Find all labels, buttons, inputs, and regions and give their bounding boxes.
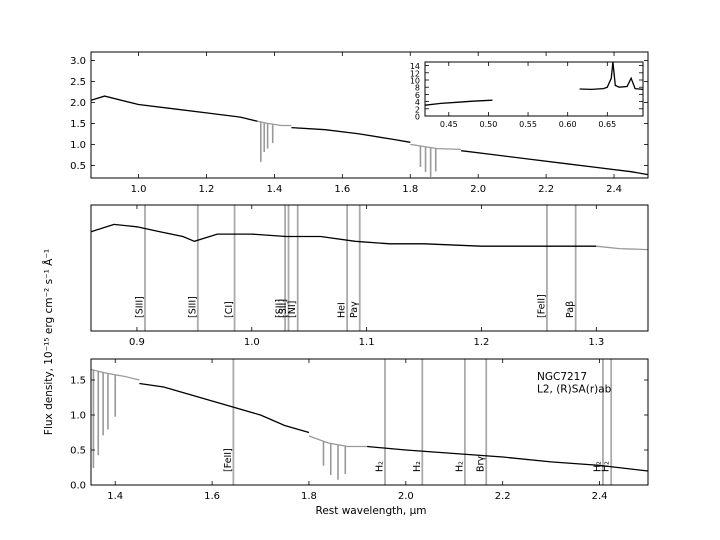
- top-panel-inset-border: [424, 61, 644, 117]
- bottom-panel-line-label-4: Brγ: [476, 456, 487, 472]
- top-panel-ytick-label-0: 0.5: [70, 161, 86, 172]
- bottom-panel-xtick-label-0: 1.4: [107, 491, 123, 502]
- top-panel-series-1: [257, 120, 292, 127]
- top-panel-ytick-label-5: 3.0: [70, 56, 86, 67]
- top-panel-inset-ytick-label-1: 2: [415, 105, 420, 114]
- top-panel-series-0: [90, 95, 258, 122]
- top-panel-xtick-label-4: 1.8: [402, 184, 418, 195]
- middle-panel-line-label-0: [SIII]: [134, 296, 145, 318]
- top-panel-inset-xtick-label-1: 0.50: [480, 120, 498, 129]
- bottom-panel-xtick-label-1: 1.6: [204, 491, 220, 502]
- middle-panel-line-label-5: [NI]: [287, 301, 298, 318]
- top-panel-inset-ytick-label-7: 14: [410, 62, 420, 71]
- middle-panel-series-1: [596, 245, 649, 251]
- bottom-panel-annotation-0: NGC7217: [537, 371, 587, 383]
- bottom-panel-xtick-label-3: 2.0: [398, 491, 414, 502]
- top-panel-xtick-label-5: 2.0: [470, 184, 486, 195]
- y-axis-label: Flux density, 10⁻¹⁵ erg cm⁻² s⁻¹ Å⁻¹: [42, 249, 55, 435]
- middle-panel-line-label-1: [SIII]: [187, 296, 198, 318]
- top-panel-inset-ytick-label-5: 10: [410, 77, 420, 86]
- middle-panel-line-label-3: [SII]: [275, 299, 286, 318]
- bottom-panel-ytick-label-0: 0.0: [70, 481, 86, 492]
- middle-panel-line-label-4: [SII]: [278, 299, 289, 318]
- middle-panel-xtick-label-3: 1.2: [474, 337, 490, 348]
- middle-panel-line-label-2: [CI]: [224, 301, 235, 318]
- top-panel-ytick-label-1: 1.0: [70, 140, 86, 151]
- bottom-panel-xtick-label-4: 2.2: [495, 491, 511, 502]
- top-panel-inset-xtick-label-4: 0.65: [598, 120, 616, 129]
- middle-panel-xtick-label-0: 0.9: [129, 337, 145, 348]
- top-panel-ytick-label-4: 2.5: [70, 77, 86, 88]
- bottom-panel-ytick-label-2: 1.0: [70, 411, 86, 422]
- middle-panel-line-label-8: [FeII]: [536, 294, 547, 318]
- top-panel-series-4: [461, 150, 649, 176]
- top-panel-xtick-label-1: 1.2: [199, 184, 215, 195]
- top-panel-series-2: [291, 126, 411, 143]
- top-panel-inset-ytick-label-4: 8: [415, 84, 420, 93]
- top-panel-frame: [90, 51, 649, 179]
- middle-panel-frame: [90, 204, 649, 332]
- bottom-panel-frame: [90, 358, 649, 486]
- top-panel-xtick-label-3: 1.6: [334, 184, 350, 195]
- bottom-panel-xtick-label-5: 2.4: [592, 491, 608, 502]
- bottom-panel-series-3: [367, 445, 649, 472]
- top-panel-inset-xtick-label-2: 0.55: [519, 120, 537, 129]
- bottom-panel-ytick-label-3: 1.5: [70, 376, 86, 387]
- middle-panel-xtick-label-1: 1.0: [244, 337, 260, 348]
- top-panel-inset-ytick-label-0: 0: [415, 113, 420, 122]
- top-panel-ytick-label-3: 2.0: [70, 98, 86, 109]
- bottom-panel-xtick-label-2: 1.8: [301, 491, 317, 502]
- middle-panel-xtick-label-2: 1.1: [359, 337, 375, 348]
- bottom-panel-line-label-1: H₂: [374, 461, 385, 472]
- bottom-panel-annotation-1: L2, (R)SA(r)ab: [537, 384, 612, 396]
- middle-panel-xtick-label-4: 1.3: [588, 337, 604, 348]
- top-panel-xtick-label-7: 2.4: [606, 184, 622, 195]
- top-panel-inset-ytick-label-3: 6: [415, 91, 420, 100]
- bottom-panel-line-label-3: H₂: [454, 461, 465, 472]
- middle-panel-line-label-6: HeI: [337, 302, 348, 318]
- bottom-panel-line-label-0: [FeII]: [223, 448, 234, 472]
- top-panel-xtick-label-6: 2.2: [538, 184, 554, 195]
- top-panel-inset-ytick-label-2: 4: [415, 98, 420, 107]
- middle-panel: [SIII] [SIII] [CI] [SII][SII][NI] HeI Paγ [FeI…: [90, 204, 649, 348]
- top-panel-ytick-label-2: 1.5: [70, 119, 86, 130]
- top-panel-inset-xtick-label-0: 0.45: [440, 120, 458, 129]
- middle-panel-line-label-7: Paγ: [349, 301, 360, 318]
- top-panel-xtick-label-0: 1.0: [131, 184, 147, 195]
- bottom-panel-line-label-5: H₂: [592, 461, 603, 472]
- bottom-panel-line-label-2: H₂: [412, 461, 423, 472]
- top-panel-inset-series-1: [579, 61, 644, 91]
- bottom-panel-series-1: [139, 382, 310, 434]
- top-panel-xtick-label-2: 1.4: [266, 184, 282, 195]
- top-panel-inset-frame: [424, 61, 644, 117]
- top-panel-inset-ytick-label-6: 12: [410, 69, 420, 78]
- middle-panel-series-0: [90, 223, 597, 247]
- bottom-panel-ytick-label-1: 0.5: [70, 446, 86, 457]
- x-axis-label: Rest wavelength, μm: [316, 505, 427, 517]
- top-panel-inset-series-0: [424, 99, 493, 106]
- top-panel: 1.0 1.2 1.4 1.6 1.8 2.0 2.2 2.4 0.5 1.0 1.5 2.0 2.5 3…: [70, 51, 649, 195]
- top-panel-inset-xtick-label-3: 0.60: [559, 120, 577, 129]
- middle-panel-line-label-9: Paβ: [565, 301, 576, 318]
